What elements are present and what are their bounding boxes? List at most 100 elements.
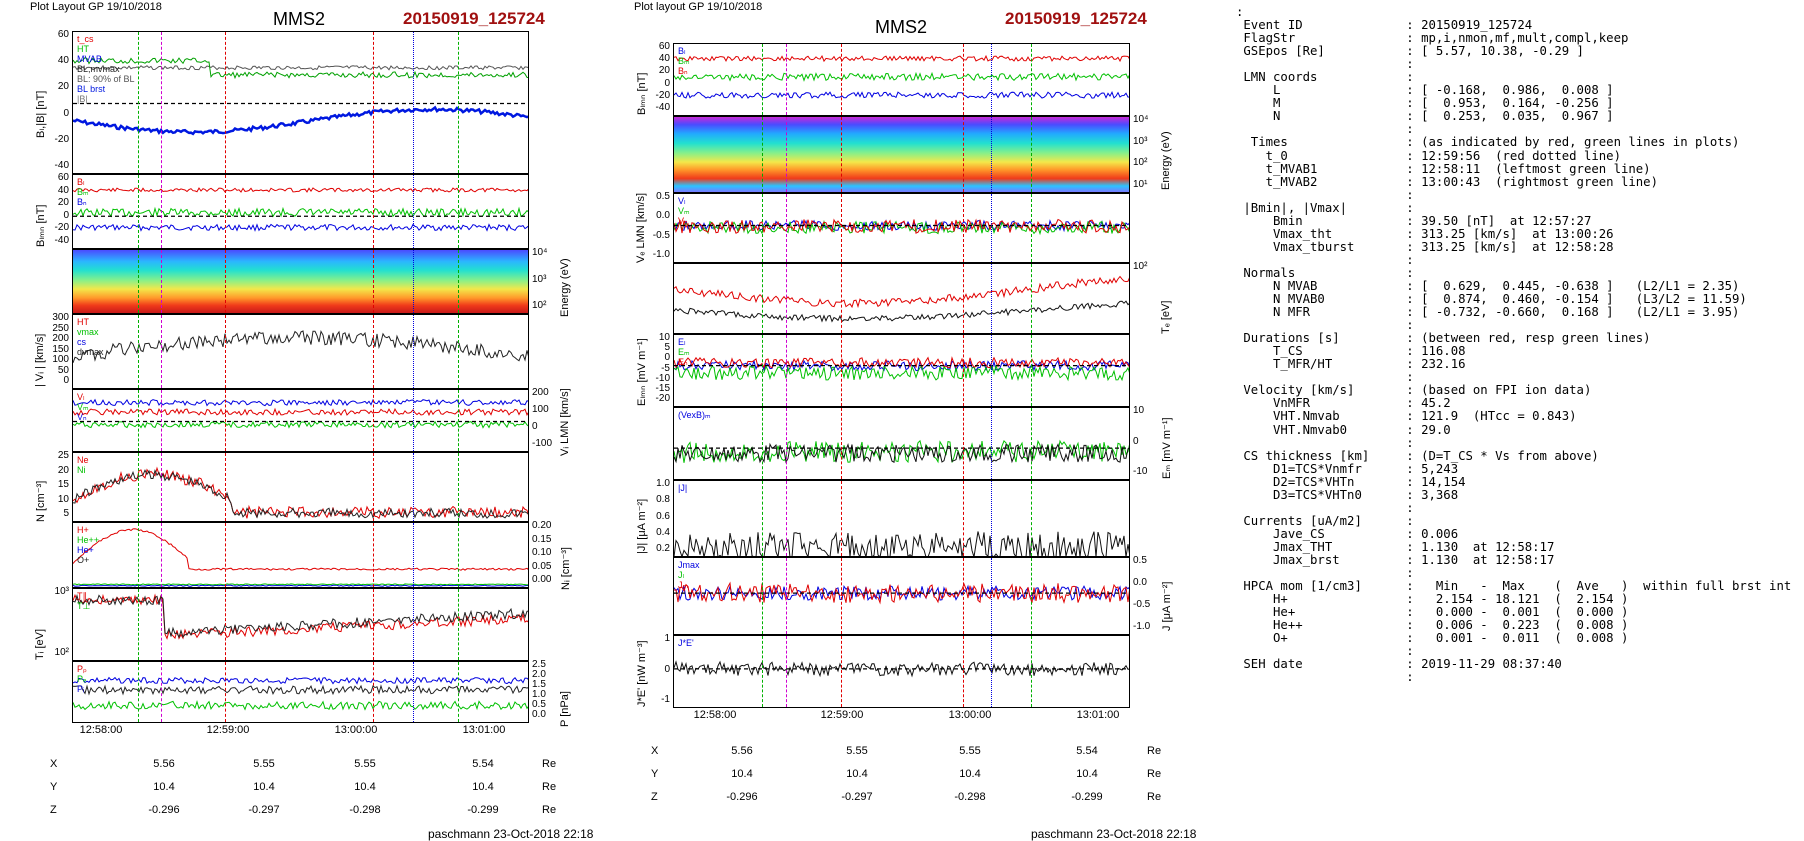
- mid-col-panel-8-ytick: 1: [664, 633, 670, 644]
- left-col-panel-8-ytick-right: 0.5: [532, 699, 546, 710]
- mid-col-panel-6-vline-0: [762, 481, 763, 556]
- mid-col-panel-3: [673, 263, 1130, 334]
- mid-col-panel-7-vline-1: [786, 558, 787, 634]
- left-col-panel-1-ylabel: Bₗₘₙ [nT]: [35, 204, 47, 247]
- mid-col-panel-2-vline-5: [1031, 194, 1032, 262]
- left-col-panel-0-vline-5: [458, 32, 459, 173]
- left-col-panel-0-legend-item: BL brst: [77, 84, 106, 94]
- left-col-panel-1-ytick: -40: [54, 235, 69, 246]
- mid-col-panel-6-trace-0: [674, 531, 1129, 556]
- left-col-panel-0-ylabel: Bₗ,|B| [nT]: [35, 90, 47, 138]
- mid-col-panel-0-ylabel: Bₗₘₙ [nT]: [636, 72, 648, 115]
- mid-col-panel-5-vline-2: [841, 408, 842, 479]
- left-col-panel-0-ytick: 20: [57, 81, 69, 93]
- middle-eph-unit: Re: [1147, 791, 1162, 803]
- mid-col-panel-4-ytick: 10: [658, 332, 670, 343]
- mid-col-panel-4: Eₗ Eₘ Eₙ: [673, 334, 1130, 407]
- left-col-panel-2-ytick-right: 10⁴: [532, 247, 548, 258]
- mid-col-panel-3-ylabel: Tₑ [eV]: [1160, 300, 1172, 334]
- left-col-panel-8-ytick-right: 1.5: [532, 679, 546, 690]
- left-col-panel-6-vline-2: [225, 523, 226, 587]
- left-col-panel-6-vline-4: [413, 523, 414, 587]
- left-eph-name: Z: [50, 804, 57, 816]
- mid-col-panel-7-ytick-right: -1.0: [1133, 621, 1151, 632]
- mid-col-panel-3-ytick-right: 10²: [1133, 261, 1148, 272]
- left-col-panel-6-ylabel: Nᵢ [cm⁻³]: [560, 547, 572, 590]
- mid-col-panel-2-vline-3: [963, 194, 964, 262]
- mid-col-panel-4-vline-0: [762, 335, 763, 406]
- left-col-panel-1-vline-4: [413, 175, 414, 248]
- left-col-panel-5-legend: Ne Ni: [77, 455, 89, 475]
- mid-col-panel-0-trace-2: [674, 91, 1129, 99]
- mid-col-panel-8-vline-4: [991, 636, 992, 707]
- mid-col-panel-2-traces: [674, 218, 1129, 236]
- mid-col-panel-2-legend-item: Vₙ: [678, 216, 688, 226]
- left-col-panel-0-legend-item: HT: [77, 44, 89, 54]
- mid-col-panel-2-trace-1: [674, 219, 1129, 236]
- event-summary-text: : Event ID : 20150919_125724 FlagStr : m…: [1236, 5, 1792, 685]
- mid-col-panel-8-vline-2: [841, 636, 842, 707]
- mid-col-panel-5-trace-0: [674, 439, 1129, 464]
- left-col-panel-8-legend: Pₚ Pₑ Pᵢ: [77, 664, 87, 694]
- left-col-panel-3-vline-5: [458, 315, 459, 388]
- middle-time-label: 12:58:00: [693, 709, 737, 721]
- mid-col-panel-0-traces: [674, 54, 1129, 99]
- left-eph-value: 5.55: [253, 758, 275, 770]
- left-col-panel-4-ytick-right: 100: [532, 404, 549, 415]
- left-col-panel-2-vline-2: [225, 250, 226, 313]
- left-col-panel-4-vline-3: [373, 390, 374, 451]
- mid-col-panel-6-vline-2: [841, 481, 842, 556]
- left-col-panel-8-vline-4: [413, 662, 414, 722]
- mid-col-panel-0-legend-item: Bₙ: [678, 66, 688, 76]
- left-col-panel-5-ytick: 25: [57, 450, 69, 461]
- left-col-panel-6-ytick-right: 0.10: [532, 547, 552, 558]
- middle-eph-unit: Re: [1147, 745, 1162, 757]
- mid-col-panel-2-vline-2: [841, 194, 842, 262]
- mid-col-panel-2-vline-1: [786, 194, 787, 262]
- left-col-panel-7-ytick: 10³: [54, 586, 69, 597]
- left-col-panel-7-trace-0: [73, 593, 528, 640]
- left-col-panel-3-legend-item: vmax: [77, 327, 99, 337]
- left-col-panel-7-legend-item: T∥: [77, 591, 87, 601]
- middle-event-title: 20150919_125724: [1005, 9, 1147, 28]
- left-col-panel-0-vline-3: [373, 32, 374, 173]
- left-col-panel-4-trace-1: [73, 407, 528, 417]
- middle-eph-value: -0.298: [954, 791, 986, 803]
- left-col-panel-6-ytick-right: 0.00: [532, 574, 552, 585]
- left-col-panel-0-legend: t_cs HT MVAB BL,mvmax BL: 90% of BL BL brst |B…: [77, 34, 135, 104]
- left-col-panel-1-ytick: -20: [54, 222, 69, 234]
- mid-col-panel-0-legend-item: Bₘ: [678, 56, 690, 66]
- left-col-panel-0-legend-item: BL,mvmax: [77, 64, 120, 74]
- mid-col-panel-0-vline-1: [786, 44, 787, 115]
- left-eph-unit: Re: [542, 758, 557, 770]
- mid-col-panel-3-vline-0: [762, 264, 763, 333]
- mid-col-panel-5-legend-item: (VexB)ₘ: [678, 410, 711, 420]
- left-col-panel-0-trace-1: [73, 57, 528, 80]
- left-col-panel-0-vline-2: [225, 32, 226, 173]
- left-eph-value: 5.55: [354, 758, 376, 770]
- mid-col-panel-7-ytick-right: 0.5: [1133, 555, 1147, 566]
- mid-col-panel-7-legend-item: Jₘ: [678, 580, 689, 590]
- left-col-panel-5-vline-5: [458, 453, 459, 521]
- left-col-panel-2-vline-0: [138, 250, 139, 313]
- left-col-panel-5-vline-3: [373, 453, 374, 521]
- mid-col-panel-1-vline-1: [786, 117, 787, 192]
- mid-col-panel-4-ytick: 0: [664, 352, 670, 364]
- left-eph-value: 5.56: [153, 758, 175, 770]
- left-col-panel-6-trace-2: [73, 583, 528, 586]
- middle-eph-name: Y: [651, 768, 659, 780]
- middle-eph-value: -0.299: [1071, 791, 1103, 803]
- left-col-panel-0-ytick: -20: [54, 133, 69, 145]
- mid-col-panel-2-ytick: -1.0: [652, 249, 670, 260]
- left-col-panel-2-vline-4: [413, 250, 414, 313]
- left-col-panel-6-legend-item: H+: [77, 525, 89, 535]
- mid-col-panel-7-ylabel: J [μA m⁻²]: [1161, 581, 1173, 631]
- mid-col-panel-8-legend-item: J*E': [678, 638, 694, 648]
- mid-col-panel-0-legend: Bₗ Bₘ Bₙ: [678, 46, 690, 76]
- left-col-panel-6-ytick-right: 0.15: [532, 533, 552, 545]
- left-eph-unit: Re: [542, 781, 557, 793]
- left-col-panel-5-trace-1: [73, 468, 528, 519]
- left-col-panel-3-traces: [73, 329, 528, 363]
- left-col-panel-7-vline-4: [413, 589, 414, 660]
- mid-col-panel-8-vline-3: [963, 636, 964, 707]
